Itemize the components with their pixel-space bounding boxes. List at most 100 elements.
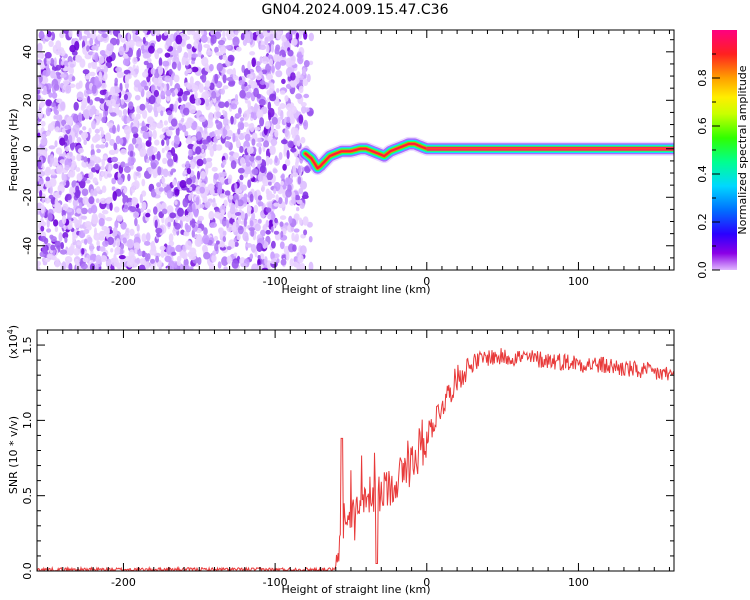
noise-speck xyxy=(234,241,239,247)
noise-speck xyxy=(198,83,204,93)
noise-speck xyxy=(241,84,245,91)
noise-speck xyxy=(174,135,180,145)
noise-speck xyxy=(120,221,127,230)
noise-speck xyxy=(86,236,93,245)
noise-speck xyxy=(39,190,43,198)
noise-speck xyxy=(260,229,266,237)
noise-speck xyxy=(277,106,282,112)
noise-speck xyxy=(222,230,227,236)
noise-speck xyxy=(152,147,158,153)
spectrogram-plot-area xyxy=(37,30,674,270)
noise-speck xyxy=(55,126,60,131)
noise-speck xyxy=(286,149,290,160)
noise-speck xyxy=(168,240,175,247)
noise-speck xyxy=(50,57,55,65)
noise-speck xyxy=(72,113,79,123)
noise-speck xyxy=(77,112,83,123)
noise-speck xyxy=(302,78,309,86)
noise-speck xyxy=(215,129,223,135)
noise-speck xyxy=(308,236,313,243)
spectrogram-x-axis: -200 -100 0 100 xyxy=(47,30,670,288)
noise-speck xyxy=(267,107,275,118)
noise-speck xyxy=(268,158,273,165)
noise-speck xyxy=(94,128,100,134)
noise-speck xyxy=(182,93,188,102)
noise-speck xyxy=(152,129,157,140)
noise-speck xyxy=(258,83,267,90)
noise-speck xyxy=(144,85,149,91)
noise-speck xyxy=(64,146,70,152)
noise-speck xyxy=(46,228,52,233)
noise-speck xyxy=(91,120,96,130)
noise-speck xyxy=(171,91,176,97)
noise-speck xyxy=(113,142,118,151)
noise-speck xyxy=(196,170,201,180)
noise-speck xyxy=(95,109,100,116)
noise-speck xyxy=(48,40,54,47)
noise-speck xyxy=(259,165,266,174)
noise-speck xyxy=(60,242,64,250)
noise-speck xyxy=(273,54,280,63)
noise-speck xyxy=(123,188,127,194)
noise-speck xyxy=(285,188,292,198)
noise-speck xyxy=(161,139,165,147)
noise-speck xyxy=(60,101,66,111)
noise-speck xyxy=(163,120,168,126)
noise-speck xyxy=(239,174,244,181)
noise-speck xyxy=(90,143,94,150)
noise-speck xyxy=(237,225,244,235)
noise-speck xyxy=(234,94,239,102)
noise-speck xyxy=(79,58,86,68)
noise-speck xyxy=(221,217,227,227)
noise-speck xyxy=(273,188,277,195)
snr-x-axis: -200 -100 0 100 xyxy=(47,330,670,589)
noise-speck xyxy=(164,52,171,58)
noise-speck xyxy=(124,204,129,210)
noise-speck xyxy=(280,180,285,186)
noise-speck xyxy=(191,66,199,73)
noise-speck xyxy=(214,73,219,84)
noise-speck xyxy=(130,70,136,76)
noise-speck xyxy=(239,89,246,99)
noise-speck xyxy=(180,117,185,123)
noise-speck xyxy=(184,130,189,137)
noise-speck xyxy=(114,206,120,213)
noise-speck xyxy=(244,133,251,142)
noise-speck xyxy=(37,76,40,86)
noise-speck xyxy=(129,206,137,213)
noise-speck xyxy=(270,138,278,146)
noise-speck xyxy=(111,156,118,163)
noise-speck xyxy=(142,36,146,45)
noise-speck xyxy=(174,222,181,230)
noise-speck xyxy=(142,71,149,78)
noise-speck xyxy=(290,38,298,46)
noise-speck xyxy=(226,255,232,264)
noise-speck xyxy=(73,101,79,111)
noise-speck xyxy=(275,61,281,70)
noise-speck xyxy=(203,251,211,260)
noise-speck xyxy=(300,136,306,144)
noise-speck xyxy=(261,184,266,192)
noise-speck xyxy=(126,116,131,124)
noise-speck xyxy=(212,143,218,152)
noise-speck xyxy=(308,32,314,42)
noise-speck xyxy=(131,30,136,34)
noise-speck xyxy=(234,183,238,190)
noise-speck xyxy=(195,131,202,141)
noise-speck xyxy=(129,228,135,236)
noise-speck xyxy=(217,261,222,269)
noise-speck xyxy=(115,89,122,93)
noise-speck xyxy=(216,240,220,245)
noise-speck xyxy=(132,211,140,219)
noise-speck xyxy=(48,92,53,98)
noise-speck xyxy=(143,60,149,66)
noise-speck xyxy=(295,32,300,40)
noise-speck xyxy=(257,255,261,260)
noise-speck xyxy=(150,30,156,37)
noise-speck xyxy=(135,41,143,47)
noise-speck xyxy=(231,259,239,269)
noise-speck xyxy=(279,103,286,109)
noise-speck xyxy=(177,207,184,217)
noise-speck xyxy=(193,33,201,42)
